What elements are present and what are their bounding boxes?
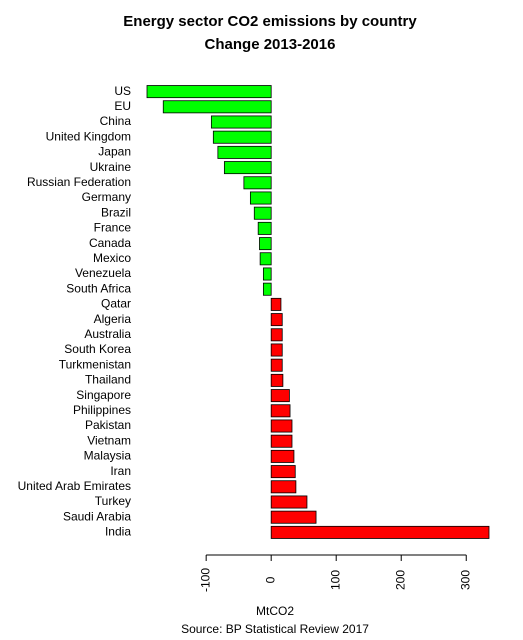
bar	[270, 343, 283, 357]
y-tick-label: Canada	[89, 236, 131, 250]
bar	[262, 267, 272, 281]
bar	[270, 373, 284, 387]
bar	[243, 176, 272, 190]
y-tick-label: China	[100, 114, 132, 128]
y-tick-label: Pakistan	[85, 418, 131, 432]
y-tick-label: Turkey	[95, 494, 131, 508]
bar	[270, 495, 308, 509]
y-tick-label: Ukraine	[90, 160, 132, 174]
bar	[270, 465, 296, 479]
bar	[270, 404, 291, 418]
bar	[217, 145, 272, 159]
bar	[257, 221, 272, 235]
x-tick-label: 100	[328, 570, 342, 590]
bar	[270, 419, 293, 433]
bar	[270, 480, 297, 494]
y-tick-label: India	[105, 525, 131, 539]
bar	[210, 115, 272, 129]
y-tick-label: Russian Federation	[27, 175, 131, 189]
y-tick-label: Thailand	[85, 373, 131, 387]
bar	[262, 282, 272, 296]
bar	[270, 449, 295, 463]
caption: Source: BP Statistical Review 2017	[181, 622, 369, 636]
bar	[270, 358, 283, 372]
bar	[259, 252, 272, 266]
y-tick-label: Algeria	[94, 312, 132, 326]
x-tick-label: -100	[198, 568, 212, 592]
bar	[270, 313, 283, 327]
y-tick-label: Malaysia	[84, 449, 132, 463]
y-tick-label: South Africa	[66, 281, 131, 295]
y-tick-label: Saudi Arabia	[63, 509, 131, 523]
y-tick-label: EU	[114, 99, 131, 113]
y-tick-label: Mexico	[93, 251, 131, 265]
y-tick-label: Qatar	[101, 297, 131, 311]
y-tick-label: Australia	[84, 327, 131, 341]
bar	[223, 161, 272, 175]
y-tick-label: Philippines	[73, 403, 131, 417]
bar	[270, 328, 283, 342]
bar	[259, 237, 272, 251]
x-tick-label: 0	[263, 576, 277, 583]
bar	[146, 85, 272, 99]
y-tick-label: South Korea	[64, 342, 131, 356]
chart-subtitle: Change 2013-2016	[205, 36, 336, 53]
y-tick-label: United Arab Emirates	[18, 479, 131, 493]
y-tick-label: United Kingdom	[46, 129, 131, 143]
x-tick-label: 200	[393, 570, 407, 590]
y-tick-label: France	[94, 221, 132, 235]
bar	[270, 389, 290, 403]
y-tick-label: Venezuela	[75, 266, 131, 280]
chart-title: Energy sector CO2 emissions by country	[123, 13, 417, 30]
x-tick-label: 300	[458, 570, 472, 590]
x-axis-label: MtCO2	[256, 604, 294, 618]
y-tick-label: US	[114, 84, 131, 98]
bar	[270, 297, 282, 311]
y-tick-label: Iran	[110, 464, 131, 478]
y-tick-label: Germany	[82, 190, 131, 204]
bar	[270, 510, 317, 524]
y-tick-label: Turkmenistan	[59, 357, 131, 371]
y-tick-label: Japan	[98, 145, 131, 159]
bar	[253, 206, 272, 220]
bar	[270, 434, 293, 448]
bar	[249, 191, 272, 205]
bar	[162, 100, 272, 114]
y-tick-label: Singapore	[76, 388, 131, 402]
y-tick-label: Brazil	[101, 205, 131, 219]
bar	[270, 525, 490, 539]
bar	[212, 130, 272, 144]
y-tick-label: Vietnam	[87, 433, 131, 447]
